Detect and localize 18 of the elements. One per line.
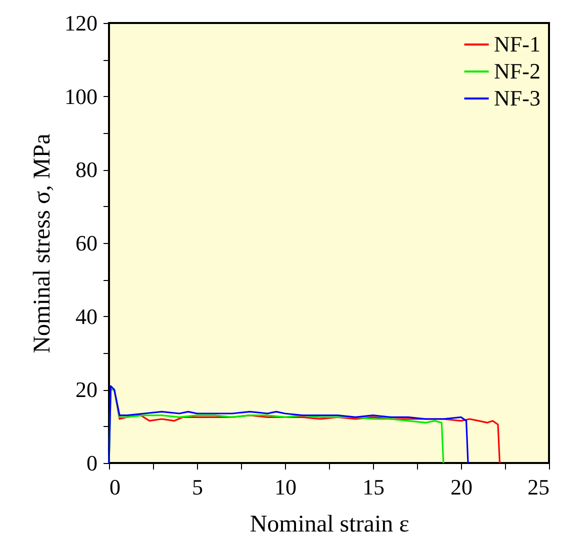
y-tick-label: 120 <box>64 10 98 36</box>
x-tick-label: 0 <box>110 474 120 500</box>
legend-label: NF-3 <box>494 86 540 110</box>
y-axis-title: Nominal stress σ, MPa <box>30 133 56 354</box>
y-tick-label: 20 <box>76 377 98 402</box>
x-tick-label: 25 <box>528 474 550 500</box>
x-tick-label: 15 <box>362 474 384 500</box>
y-tick-label: 80 <box>76 157 98 182</box>
legend-label: NF-1 <box>494 32 540 56</box>
y-tick-label: 100 <box>64 84 98 109</box>
legend-label: NF-2 <box>494 58 540 84</box>
y-tick-label: 40 <box>76 304 98 329</box>
x-tick-label: 10 <box>274 474 296 500</box>
x-tick-label: 20 <box>450 474 472 500</box>
x-axis-title: Nominal strain ε <box>250 512 410 538</box>
y-tick-label: 60 <box>76 230 98 256</box>
y-tick-label: 0 <box>86 450 98 476</box>
x-tick-label: 5 <box>192 474 203 500</box>
